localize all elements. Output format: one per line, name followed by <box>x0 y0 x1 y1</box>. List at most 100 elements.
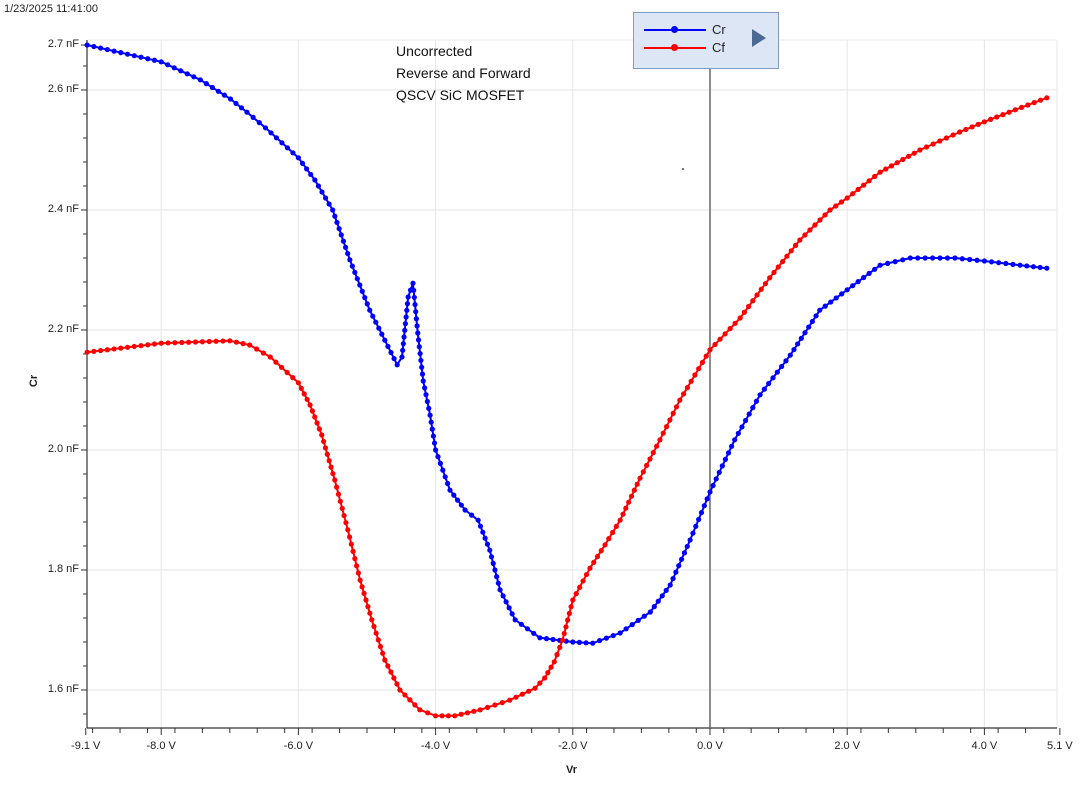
data-point <box>349 263 355 269</box>
data-point <box>437 460 444 466</box>
data-point <box>839 291 845 297</box>
data-point <box>411 294 417 301</box>
data-point <box>663 587 669 594</box>
data-point <box>191 74 197 80</box>
chart-annotation: Uncorrected Reverse and Forward QSCV SiC… <box>396 40 531 106</box>
data-point <box>680 391 687 397</box>
data-point <box>678 556 685 562</box>
data-point <box>746 303 752 310</box>
data-point <box>557 644 563 651</box>
data-point <box>531 630 537 636</box>
data-point <box>304 396 310 403</box>
data-point <box>844 195 850 201</box>
data-point <box>712 341 718 348</box>
data-point <box>888 163 895 169</box>
data-point <box>727 326 733 332</box>
data-point <box>655 598 661 604</box>
data-point <box>566 610 572 617</box>
data-point <box>725 450 732 456</box>
data-point <box>563 624 569 630</box>
data-point <box>787 352 793 358</box>
data-point <box>974 257 980 263</box>
data-point <box>359 288 365 294</box>
data-point <box>359 584 365 590</box>
data-point <box>650 450 656 456</box>
data-point <box>388 349 394 356</box>
data-point <box>380 650 386 656</box>
data-point <box>298 385 304 391</box>
data-point <box>413 309 419 315</box>
data-point <box>753 398 760 404</box>
data-point <box>401 334 407 340</box>
data-point <box>84 349 90 355</box>
data-point <box>739 424 745 430</box>
data-point <box>877 262 883 268</box>
data-point <box>312 177 318 183</box>
data-point <box>452 713 458 719</box>
data-point <box>308 171 314 178</box>
data-point <box>375 637 381 643</box>
data-point <box>171 65 177 71</box>
data-point <box>900 257 906 263</box>
data-point <box>290 375 296 381</box>
data-point <box>415 330 421 336</box>
data-point <box>338 232 344 238</box>
data-point <box>172 340 178 346</box>
data-point <box>710 482 716 489</box>
data-point <box>111 346 117 352</box>
data-point <box>158 340 164 346</box>
data-point <box>279 140 285 146</box>
y-tick-label: 2.4 nF <box>47 203 79 215</box>
data-point <box>131 53 137 59</box>
data-point <box>809 318 815 325</box>
data-point <box>594 553 601 560</box>
data-point <box>371 623 377 630</box>
data-point <box>118 345 124 351</box>
data-point <box>548 664 554 670</box>
data-point <box>722 331 728 337</box>
data-point <box>391 356 397 362</box>
data-point <box>885 260 891 266</box>
data-point <box>923 144 930 150</box>
data-point <box>1018 104 1025 110</box>
data-point <box>199 339 205 345</box>
data-point <box>379 331 385 337</box>
data-point <box>623 626 629 632</box>
data-point <box>97 45 104 51</box>
data-point <box>542 675 548 681</box>
data-point <box>388 669 394 675</box>
data-point <box>352 556 358 562</box>
data-point <box>598 548 604 554</box>
data-point <box>500 593 506 599</box>
data-point <box>713 476 719 482</box>
data-point <box>741 309 747 315</box>
data-point <box>412 301 418 308</box>
data-point <box>332 213 338 219</box>
data-point <box>673 404 680 410</box>
annotation-line-2: Reverse and Forward <box>396 65 531 81</box>
data-point <box>124 344 131 350</box>
triangle-right-icon[interactable] <box>752 29 766 47</box>
data-point <box>330 470 336 477</box>
data-point <box>872 173 878 180</box>
data-point <box>1003 260 1009 267</box>
data-point <box>822 212 828 218</box>
data-point <box>244 109 250 115</box>
chart-legend[interactable]: Cr Cf <box>633 12 779 69</box>
data-point <box>165 340 171 346</box>
data-point <box>346 534 353 540</box>
data-point <box>227 96 234 102</box>
data-point <box>967 256 973 263</box>
data-point <box>445 480 451 487</box>
x-tick-label: -9.1 V <box>71 740 101 752</box>
data-point <box>746 411 752 417</box>
data-point <box>315 183 322 189</box>
data-point <box>471 708 477 714</box>
data-point <box>165 62 171 68</box>
data-point <box>892 259 898 265</box>
data-point <box>124 51 131 57</box>
data-point <box>900 156 906 163</box>
x-tick-label: 4.0 V <box>971 740 998 752</box>
data-point <box>877 169 883 175</box>
